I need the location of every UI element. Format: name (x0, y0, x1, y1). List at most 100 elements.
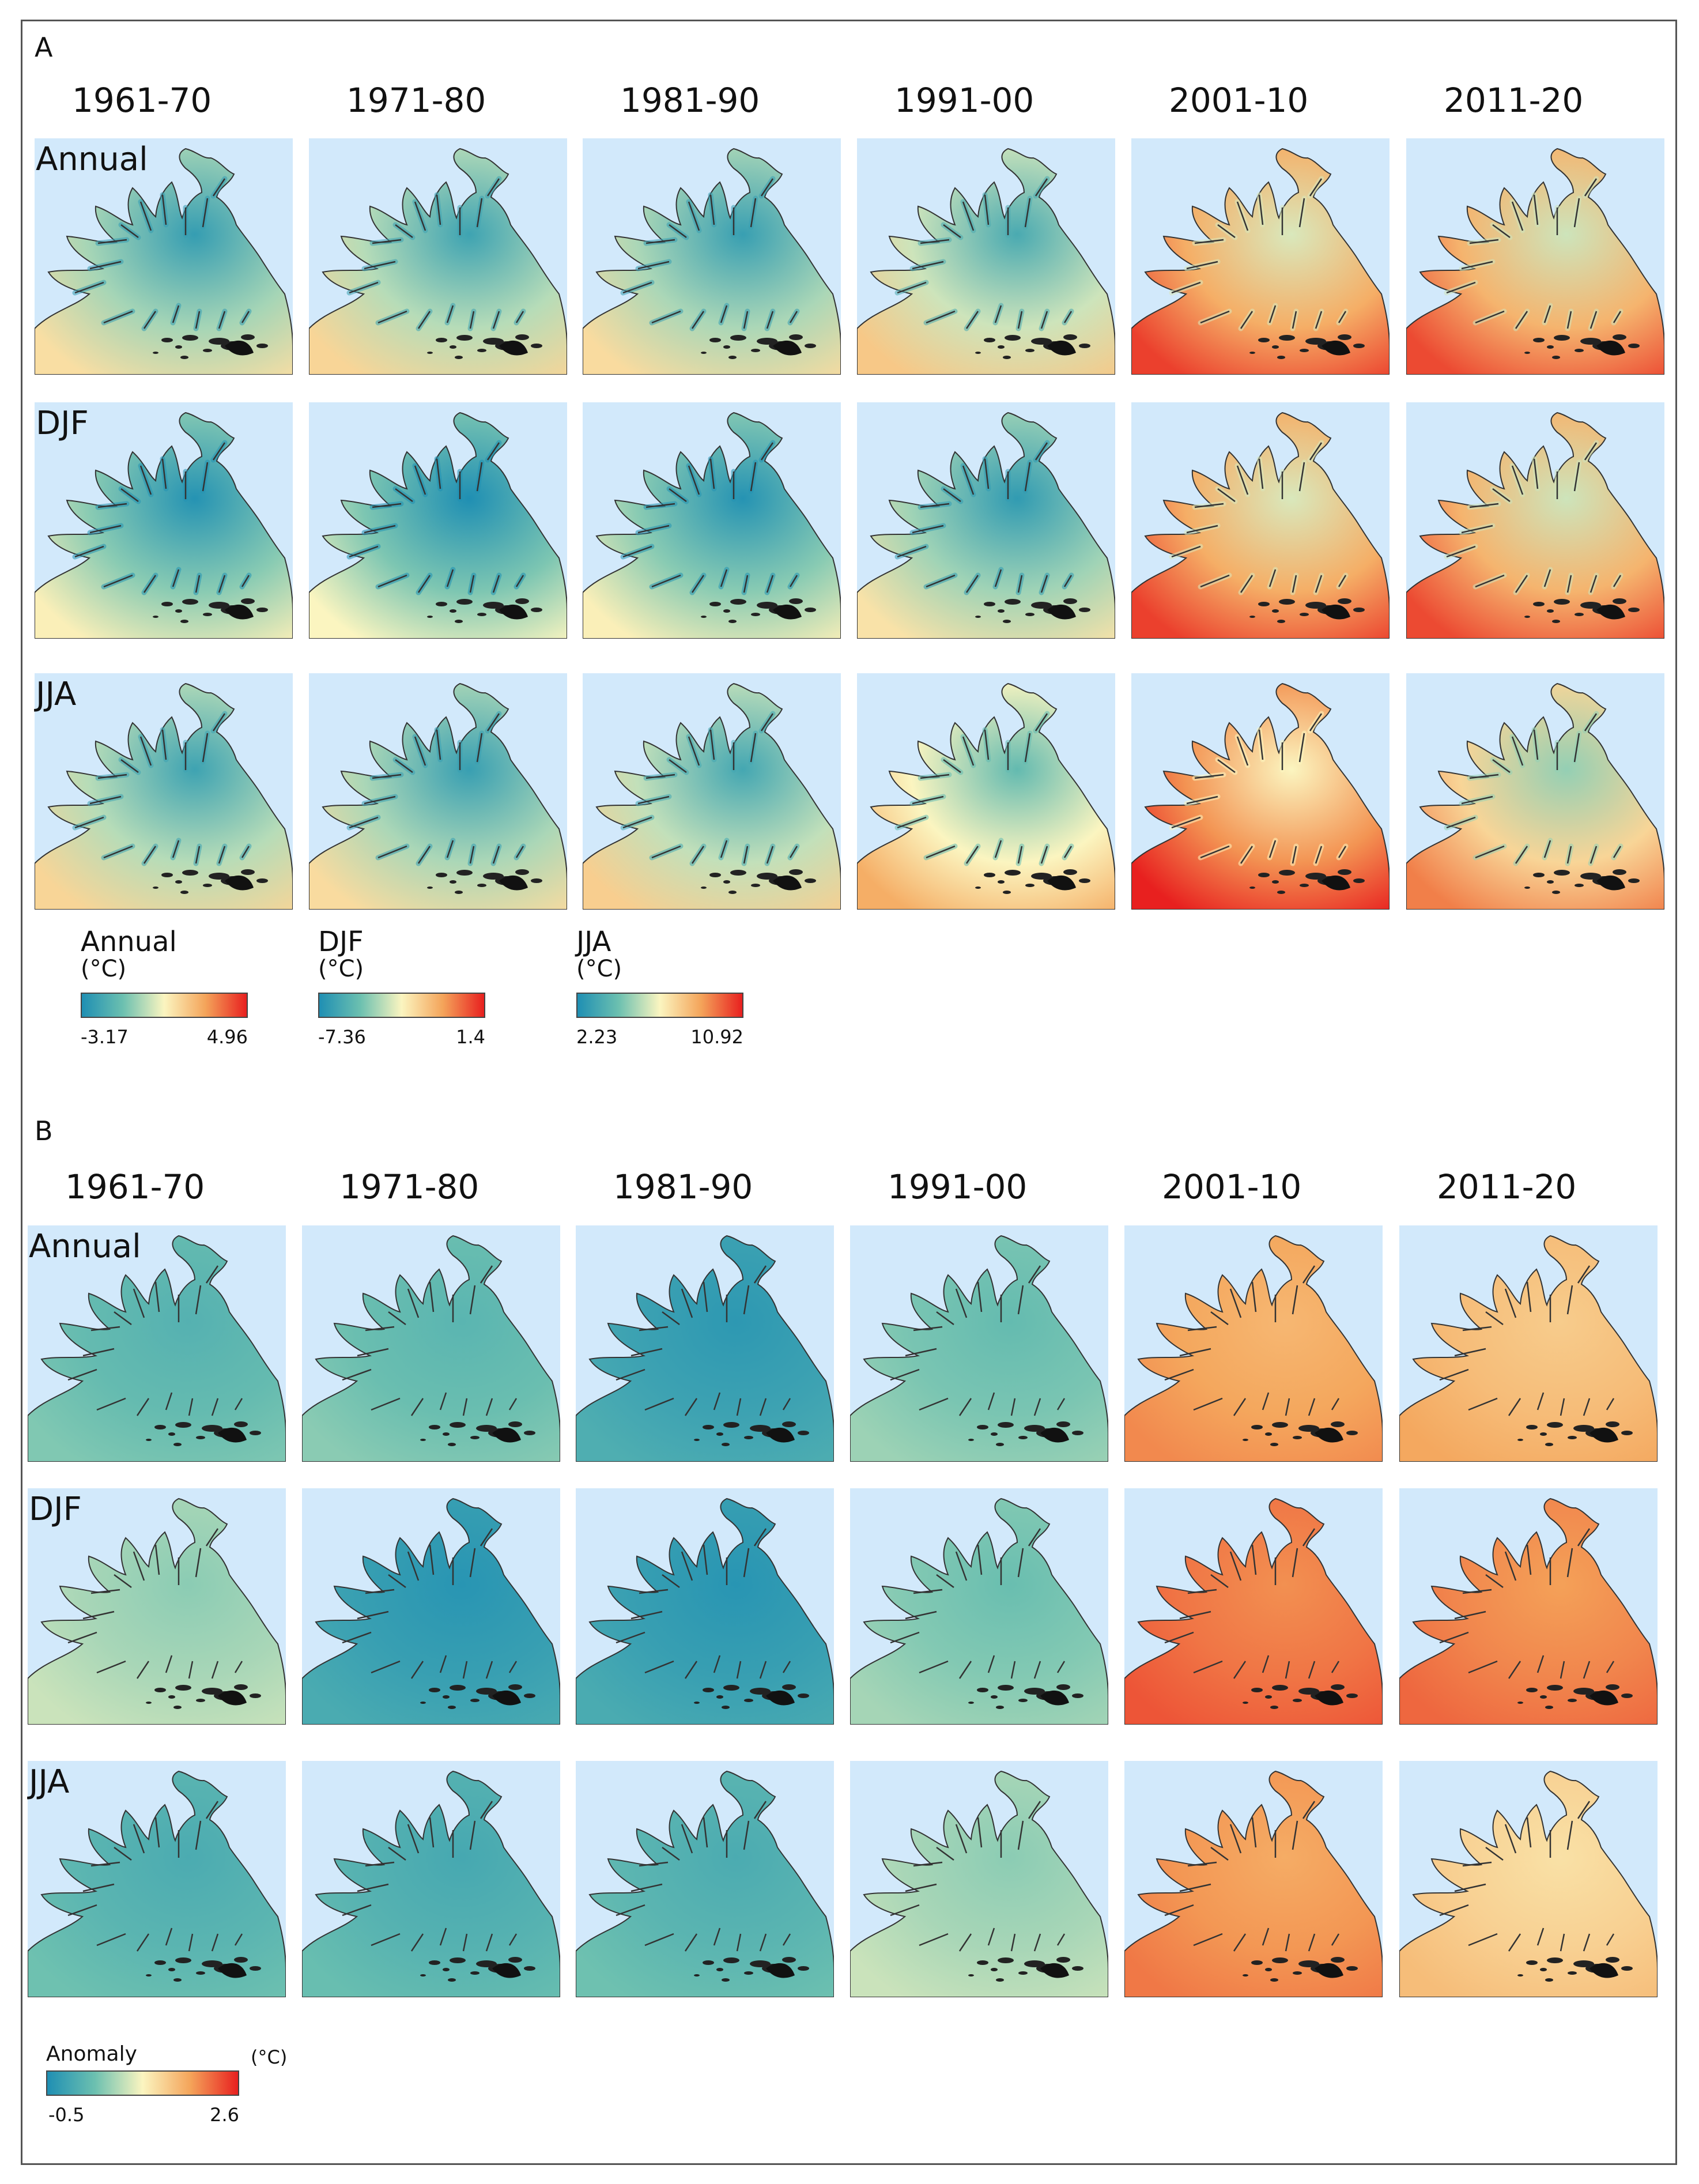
fjord-line (984, 729, 990, 760)
fjord-line (905, 1348, 937, 1357)
map-svg (583, 148, 841, 375)
fjord-line (1194, 774, 1224, 779)
island (450, 1685, 466, 1691)
fjord-line (1589, 575, 1598, 593)
land-area (1399, 1770, 1658, 1997)
fjord-line (637, 525, 670, 534)
island (1072, 1431, 1083, 1435)
island (991, 1432, 998, 1436)
fjord-line (1583, 1933, 1591, 1952)
fjord-line (713, 1392, 721, 1410)
fjord-line (486, 713, 500, 731)
fjord-line (1511, 736, 1524, 766)
island (1552, 891, 1560, 894)
fjord-line (662, 1846, 680, 1861)
map-tile-B-JJA-1971-80 (302, 1761, 560, 1997)
island (1018, 1436, 1028, 1439)
fjord-line (143, 311, 157, 329)
fjord-line (395, 224, 413, 239)
fjord-line (1186, 525, 1218, 534)
fjord-line (1179, 1610, 1211, 1620)
map-svg (302, 1235, 560, 1462)
island (798, 1966, 809, 1971)
fjord-line (67, 1368, 97, 1381)
land-area (857, 148, 1115, 375)
fjord-line (372, 774, 402, 779)
land-area (1124, 1770, 1383, 1997)
fjord-line (1560, 1661, 1565, 1679)
legend-min: -3.17 (81, 1026, 129, 1048)
fjord-line (120, 759, 139, 774)
fjord-line (486, 442, 500, 461)
fjord-line (67, 1631, 97, 1644)
fjord-line (508, 1398, 518, 1410)
fjord-line (1469, 239, 1499, 244)
legend-max: 2.6 (210, 2104, 239, 2126)
fjord-line (97, 774, 127, 779)
fjord-line (1028, 1265, 1041, 1284)
fjord-line (1338, 575, 1347, 587)
fjord-line (1233, 1398, 1247, 1416)
dark-inlet (1589, 1427, 1618, 1443)
fjord-line (492, 575, 500, 593)
color-legend: Anomaly (°C) -0.5 2.6 (46, 2040, 320, 2179)
island (977, 1688, 988, 1692)
fjord-line (357, 1883, 389, 1892)
fjord-line (616, 1904, 645, 1917)
island (531, 608, 542, 612)
island (250, 1966, 261, 1971)
fjord-line (639, 1589, 669, 1594)
island (1270, 1443, 1278, 1446)
island (1003, 891, 1011, 894)
fjord-line (195, 1548, 202, 1578)
island (723, 1957, 739, 1963)
legend-unit: (°C) (576, 956, 622, 982)
island (508, 1421, 522, 1427)
island (256, 608, 268, 612)
land-area (35, 682, 293, 910)
season-label: Annual (29, 1228, 141, 1265)
island (1072, 1966, 1083, 1971)
fjord-line (388, 1846, 406, 1861)
fjord-line (616, 1368, 645, 1381)
fjord-line (1308, 1933, 1316, 1952)
island (722, 1978, 730, 1982)
fjord-line (414, 201, 426, 231)
fjord-line (912, 261, 944, 270)
land-area (576, 1770, 834, 1997)
island (723, 345, 730, 349)
fjord-line (1056, 1933, 1066, 1946)
fjord-line (662, 1311, 680, 1326)
island (1517, 1439, 1523, 1441)
fjord-line (90, 1589, 120, 1594)
island (531, 878, 542, 883)
island (1575, 884, 1584, 887)
fjord-line (920, 774, 950, 779)
map-tile-B-Annual-1981-90 (576, 1225, 834, 1462)
land-area (309, 412, 567, 639)
fjord-line (637, 795, 670, 805)
fjord-line (1063, 311, 1073, 323)
fjord-line (782, 1398, 791, 1410)
island (716, 1695, 723, 1699)
fjord-line (103, 845, 133, 859)
fjord-line (926, 845, 956, 859)
fjord-line (1533, 458, 1539, 489)
fjord-line (1164, 1631, 1194, 1644)
island (146, 1439, 152, 1441)
legend-title: DJF (318, 926, 364, 958)
map-tile-A-Annual-1991-00 (857, 138, 1115, 375)
fjord-line (958, 1933, 972, 1952)
fjord-line (720, 840, 728, 858)
fjord-line (616, 1631, 645, 1644)
fjord-line (977, 1817, 983, 1848)
fjord-line (372, 239, 402, 244)
island (1265, 1968, 1272, 1971)
island (182, 599, 198, 605)
island (984, 338, 995, 342)
fjord-line (89, 261, 122, 270)
fjord-line (688, 465, 700, 495)
map-tile-A-JJA-1981-90 (583, 673, 841, 910)
map-tile-B-Annual-1991-00 (850, 1225, 1108, 1462)
fjord-line (234, 1661, 243, 1673)
